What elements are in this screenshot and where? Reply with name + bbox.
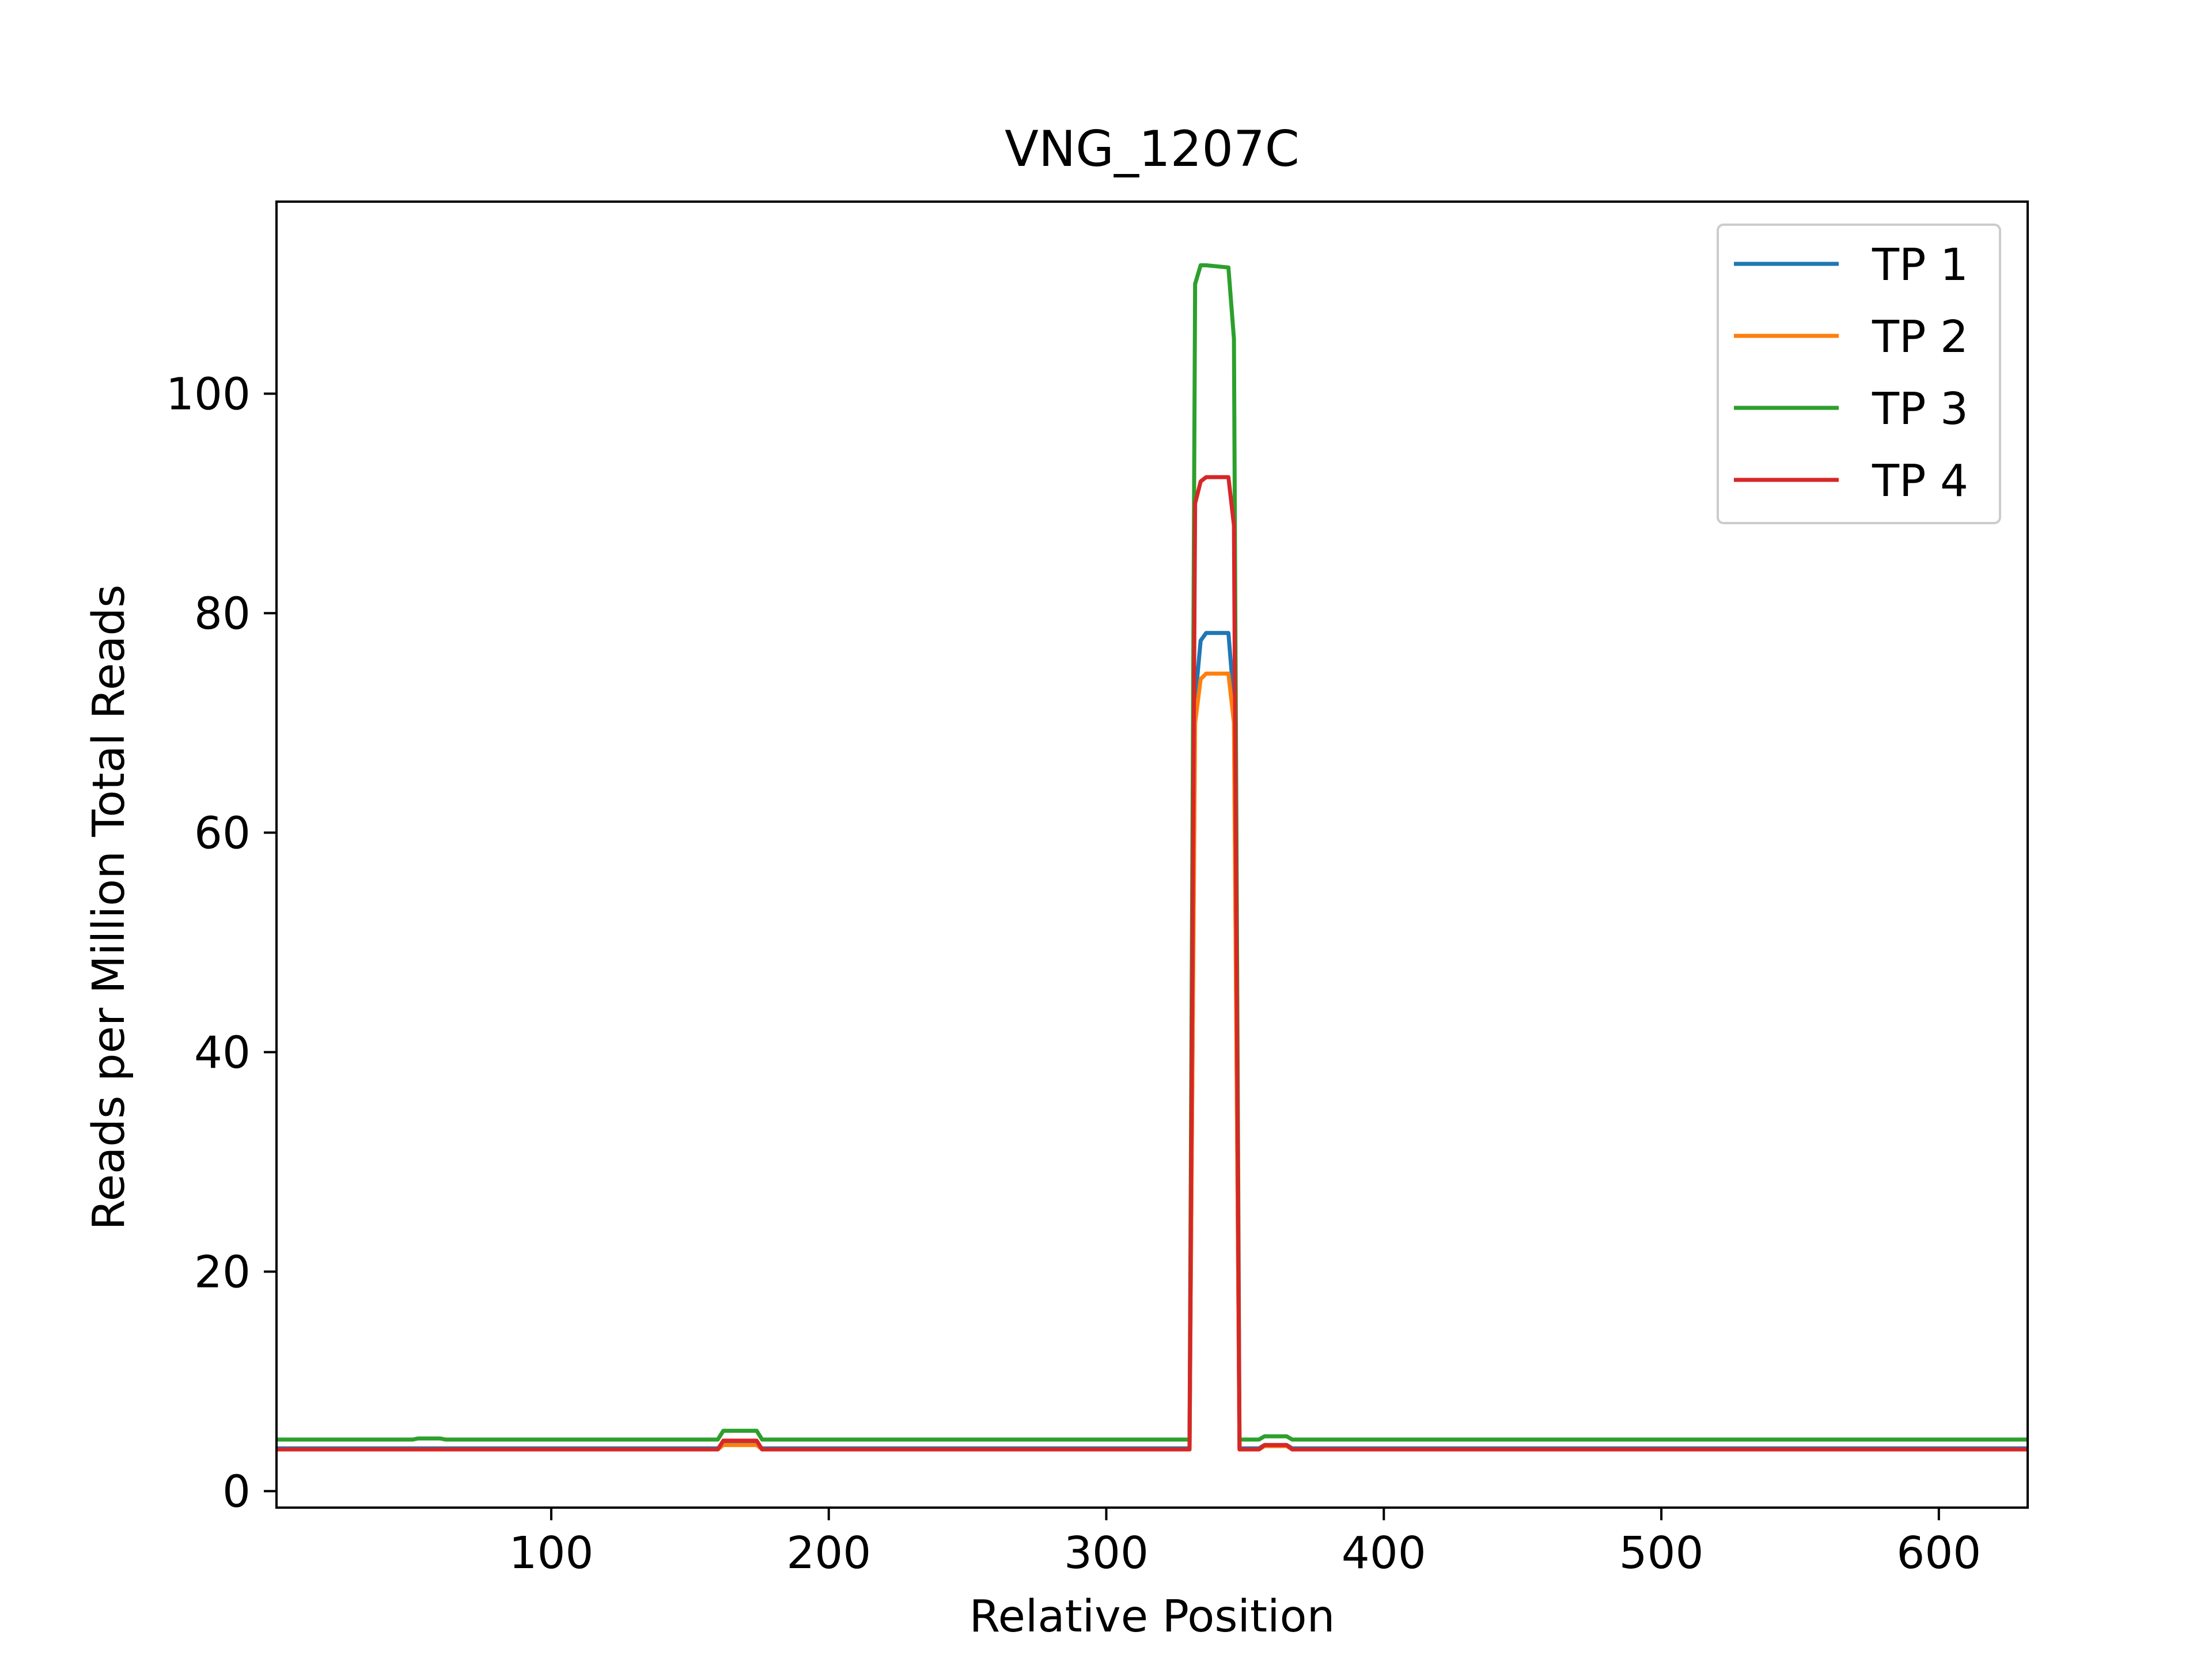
y-tick-label: 60 bbox=[194, 808, 251, 859]
x-tick-label: 100 bbox=[509, 1528, 593, 1579]
x-tick-label: 200 bbox=[786, 1528, 871, 1579]
x-tick-label: 500 bbox=[1619, 1528, 1704, 1579]
legend-label: TP 1 bbox=[1872, 240, 1968, 291]
legend-label: TP 4 bbox=[1872, 456, 1968, 507]
y-tick-label: 0 bbox=[222, 1466, 251, 1517]
x-tick-label: 400 bbox=[1342, 1528, 1426, 1579]
legend: TP 1 TP 2 TP 3 TP 4 bbox=[1717, 224, 2001, 524]
x-axis-label: Relative Position bbox=[969, 1591, 1335, 1642]
x-tick-label: 300 bbox=[1064, 1528, 1149, 1579]
axes-layer: 100 200 300 400 500 600 0 20 40 60 80 100 bbox=[166, 369, 1981, 1579]
series-layer bbox=[276, 263, 2028, 1452]
y-tick-label: 100 bbox=[166, 369, 251, 420]
legend-box bbox=[1717, 224, 2001, 524]
legend-label: TP 3 bbox=[1872, 384, 1968, 435]
chart-title: VNG_1207C bbox=[1005, 120, 1300, 178]
y-tick-label: 20 bbox=[194, 1247, 251, 1298]
y-tick-label: 40 bbox=[194, 1027, 251, 1078]
legend-label: TP 2 bbox=[1872, 312, 1968, 363]
y-axis-label: Reads per Million Total Reads bbox=[84, 585, 135, 1231]
series-line-tp-3 bbox=[276, 263, 2028, 1442]
plot-frame bbox=[275, 200, 2029, 1509]
series-line-tp-4 bbox=[276, 475, 2028, 1452]
x-tick-label: 600 bbox=[1896, 1528, 1981, 1579]
y-tick-label: 80 bbox=[194, 588, 251, 639]
